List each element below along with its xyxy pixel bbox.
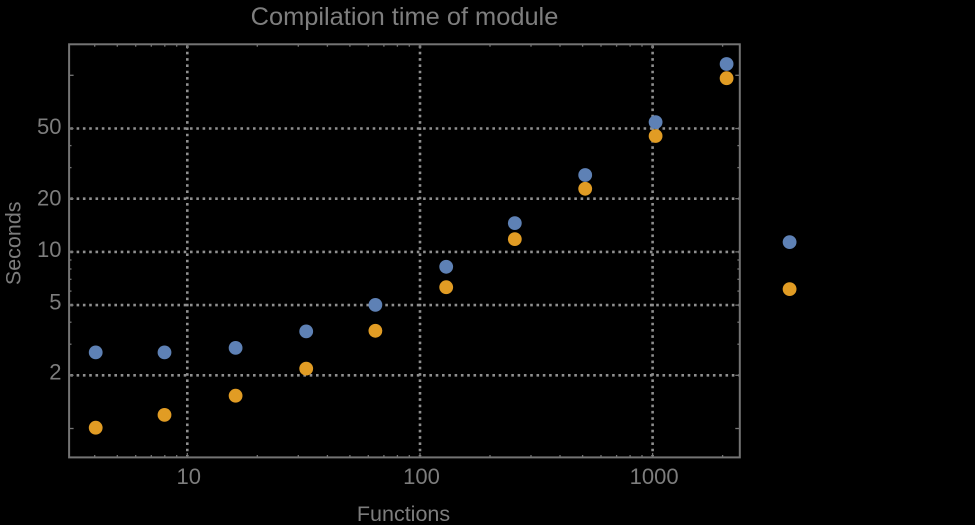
svg-text:50: 50 [37, 114, 61, 139]
svg-text:10: 10 [177, 464, 201, 489]
svg-text:Functions: Functions [357, 502, 450, 525]
svg-text:Seconds: Seconds [1, 201, 25, 285]
svg-text:1000: 1000 [630, 464, 679, 489]
svg-text:20: 20 [37, 185, 61, 210]
svg-text:2: 2 [49, 360, 61, 385]
svg-text:100: 100 [403, 464, 440, 489]
svg-text:Compilation time of module: Compilation time of module [251, 3, 559, 31]
svg-text:5: 5 [49, 290, 61, 315]
svg-text:10: 10 [37, 237, 61, 262]
